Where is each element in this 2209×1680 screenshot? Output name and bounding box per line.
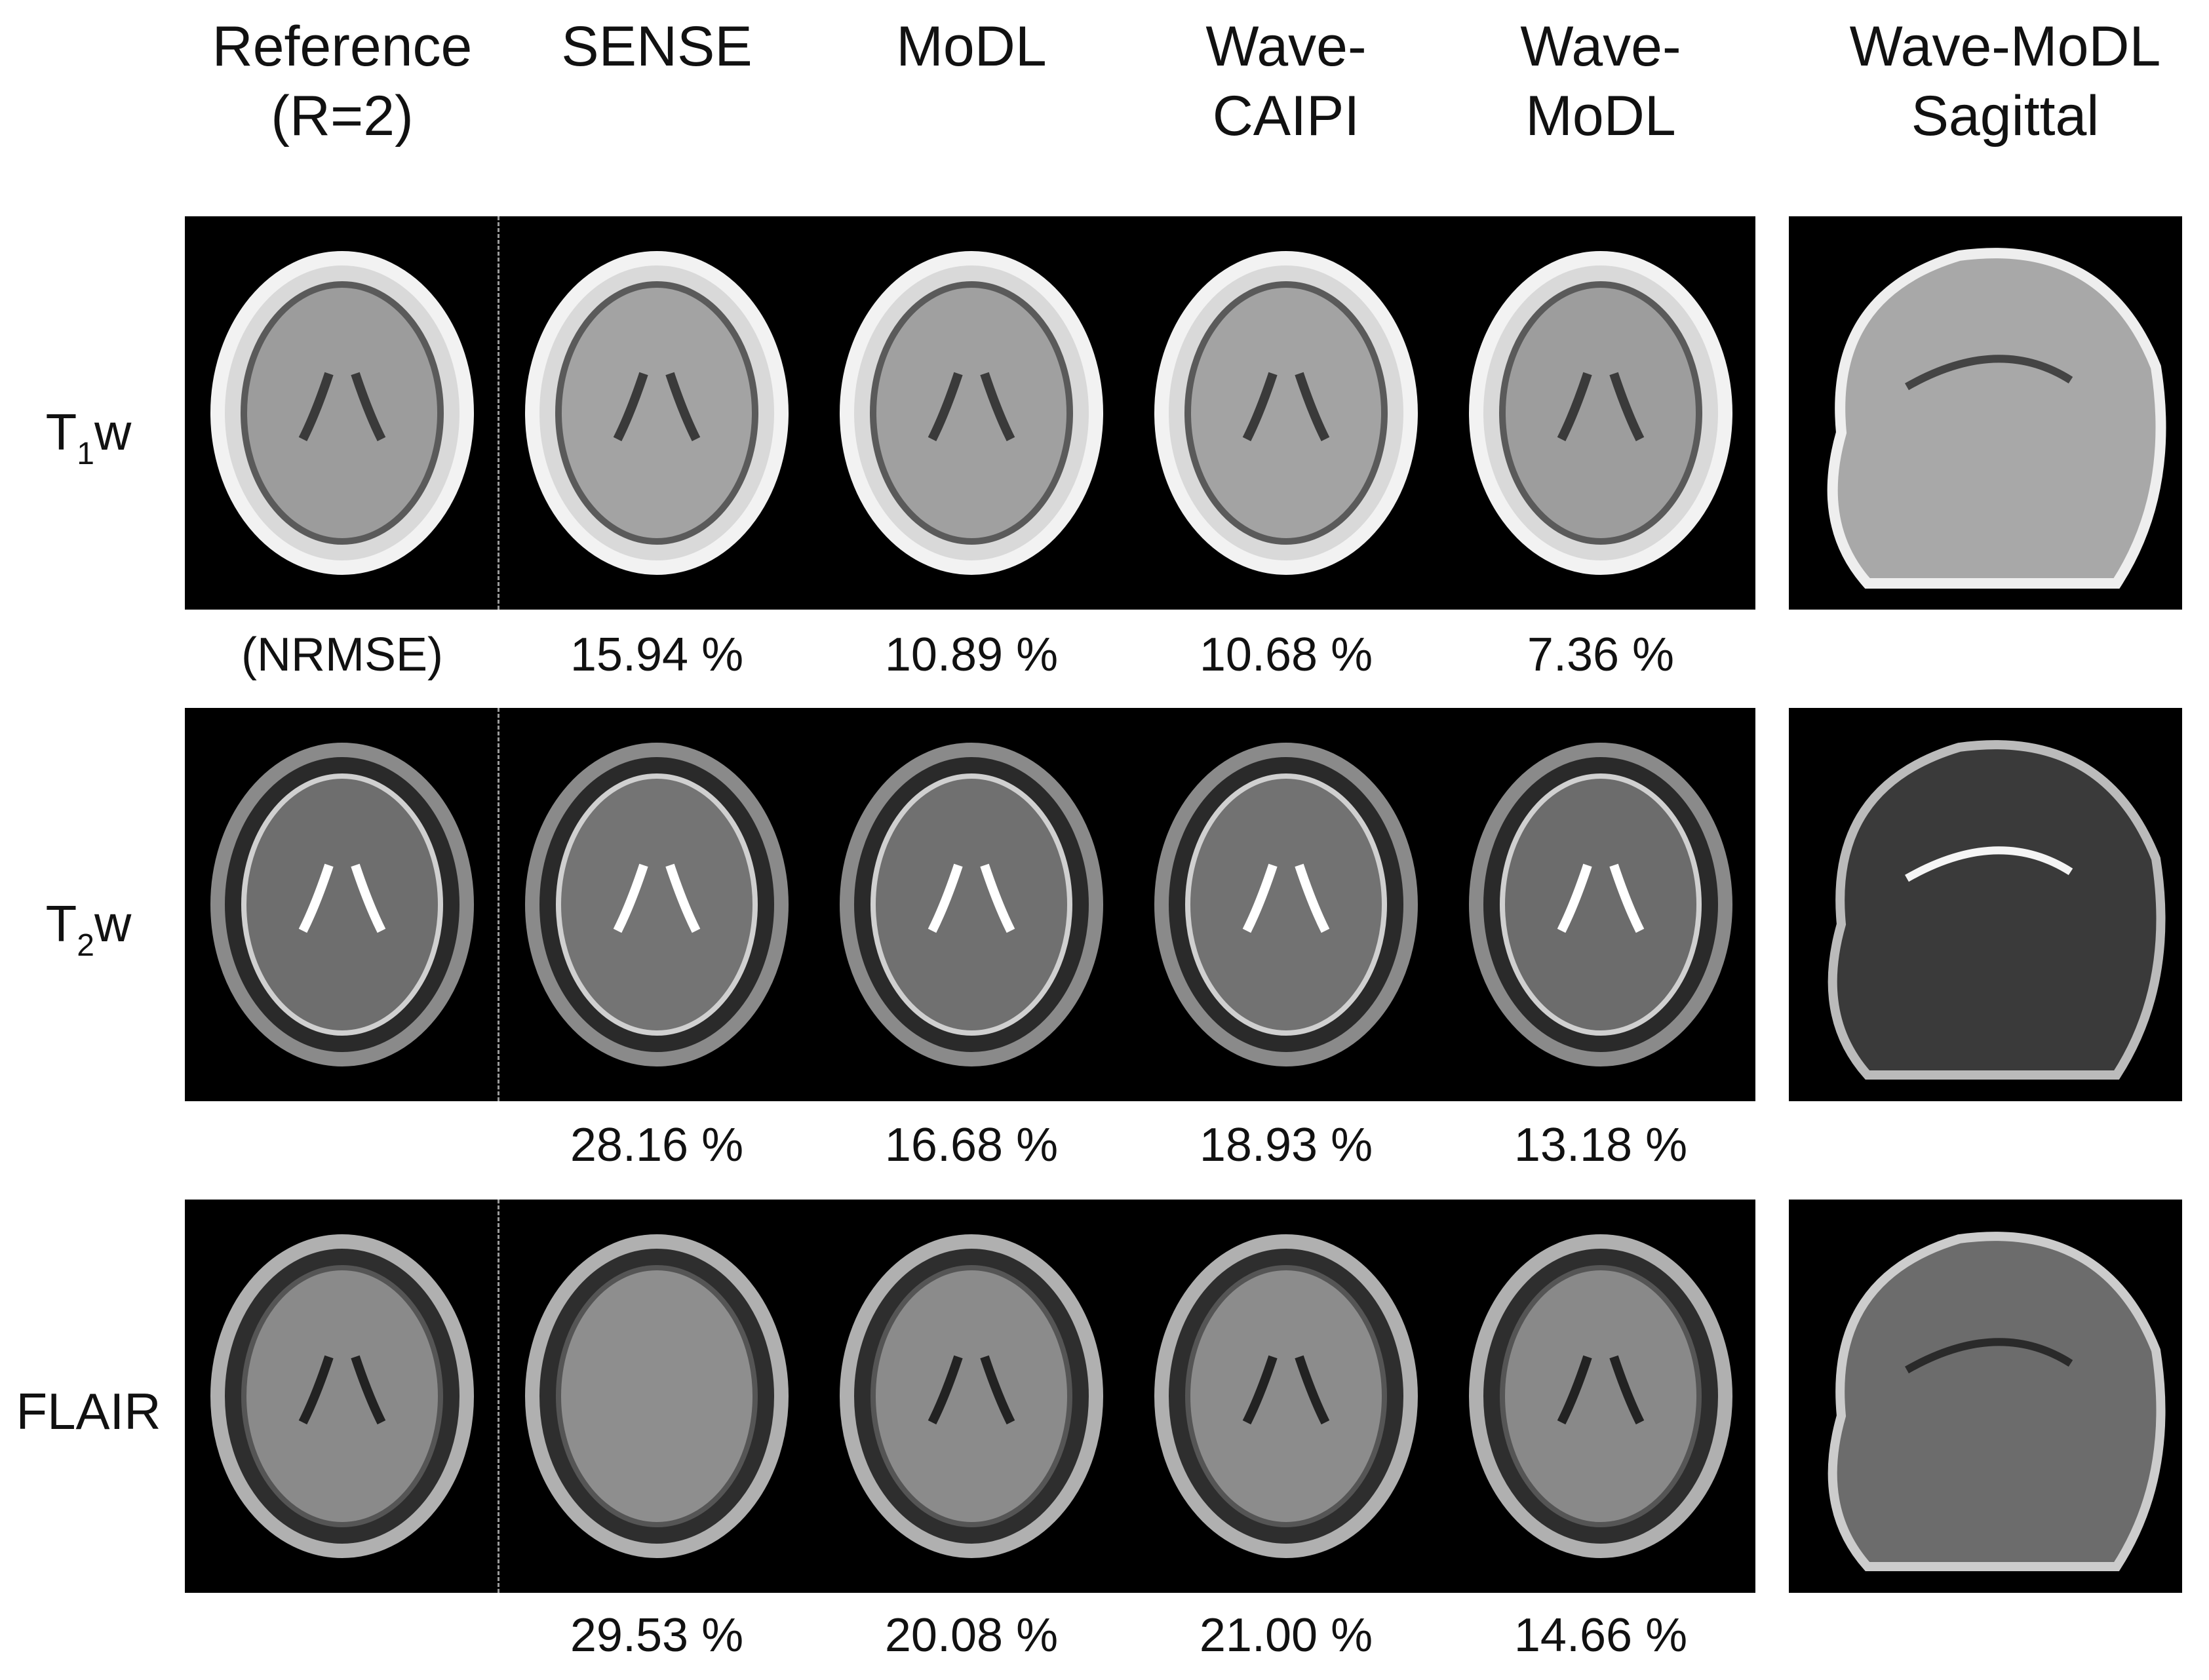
row-label-flair: FLAIR	[16, 1382, 161, 1440]
reference-divider-t1w	[498, 216, 499, 610]
column-header-wave-modl: Wave- MoDL	[1520, 15, 1681, 147]
reference-divider-flair	[498, 1200, 499, 1593]
reference-divider-t2w	[498, 708, 499, 1101]
sagittal-panel-flair	[1789, 1200, 2182, 1593]
axial-brain-images-flair	[210, 1234, 1732, 1558]
nrmse-label: (NRMSE)	[241, 629, 443, 681]
column-header-wave-caipi: Wave- CAIPI	[1205, 15, 1367, 147]
axial-brain-images-t1w	[210, 251, 1732, 575]
column-header-wave-modl-sagittal: Wave-MoDL Sagittal	[1849, 15, 2161, 147]
nrmse-flair-sense: 29.53 %	[570, 1609, 744, 1662]
column-header-reference: Reference (R=2)	[212, 15, 473, 147]
nrmse-t1w-sense: 15.94 %	[570, 629, 744, 681]
axial-strip-t1w	[185, 216, 1755, 610]
nrmse-flair-wave-modl: 14.66 %	[1514, 1609, 1688, 1662]
nrmse-flair-modl: 20.08 %	[884, 1609, 1059, 1662]
nrmse-flair-wave-caipi: 21.00 %	[1199, 1609, 1373, 1662]
row-label-t2w: T2w	[45, 895, 132, 963]
nrmse-t2w-modl: 16.68 %	[884, 1119, 1059, 1171]
nrmse-t1w-wave-caipi: 10.68 %	[1199, 629, 1373, 681]
row-label-t1w: T1w	[45, 403, 132, 471]
sagittal-brain-image-flair	[1828, 1232, 2166, 1571]
column-header-modl: MoDL	[896, 15, 1047, 78]
sagittal-brain-image-t2w	[1828, 740, 2166, 1080]
axial-strip-t2w	[185, 708, 1755, 1101]
nrmse-t2w-wave-caipi: 18.93 %	[1199, 1119, 1373, 1171]
sagittal-panel-t1w	[1789, 216, 2182, 610]
nrmse-t2w-wave-modl: 13.18 %	[1514, 1119, 1688, 1171]
nrmse-t1w-modl: 10.89 %	[884, 629, 1059, 681]
nrmse-t1w-wave-modl: 7.36 %	[1527, 629, 1675, 681]
sagittal-brain-image-t1w	[1827, 248, 2166, 589]
axial-brain-images-t2w	[210, 743, 1732, 1066]
nrmse-t2w-sense: 28.16 %	[570, 1119, 744, 1171]
column-header-sense: SENSE	[561, 15, 753, 78]
axial-strip-flair	[185, 1200, 1755, 1593]
sagittal-panel-t2w	[1789, 708, 2182, 1101]
